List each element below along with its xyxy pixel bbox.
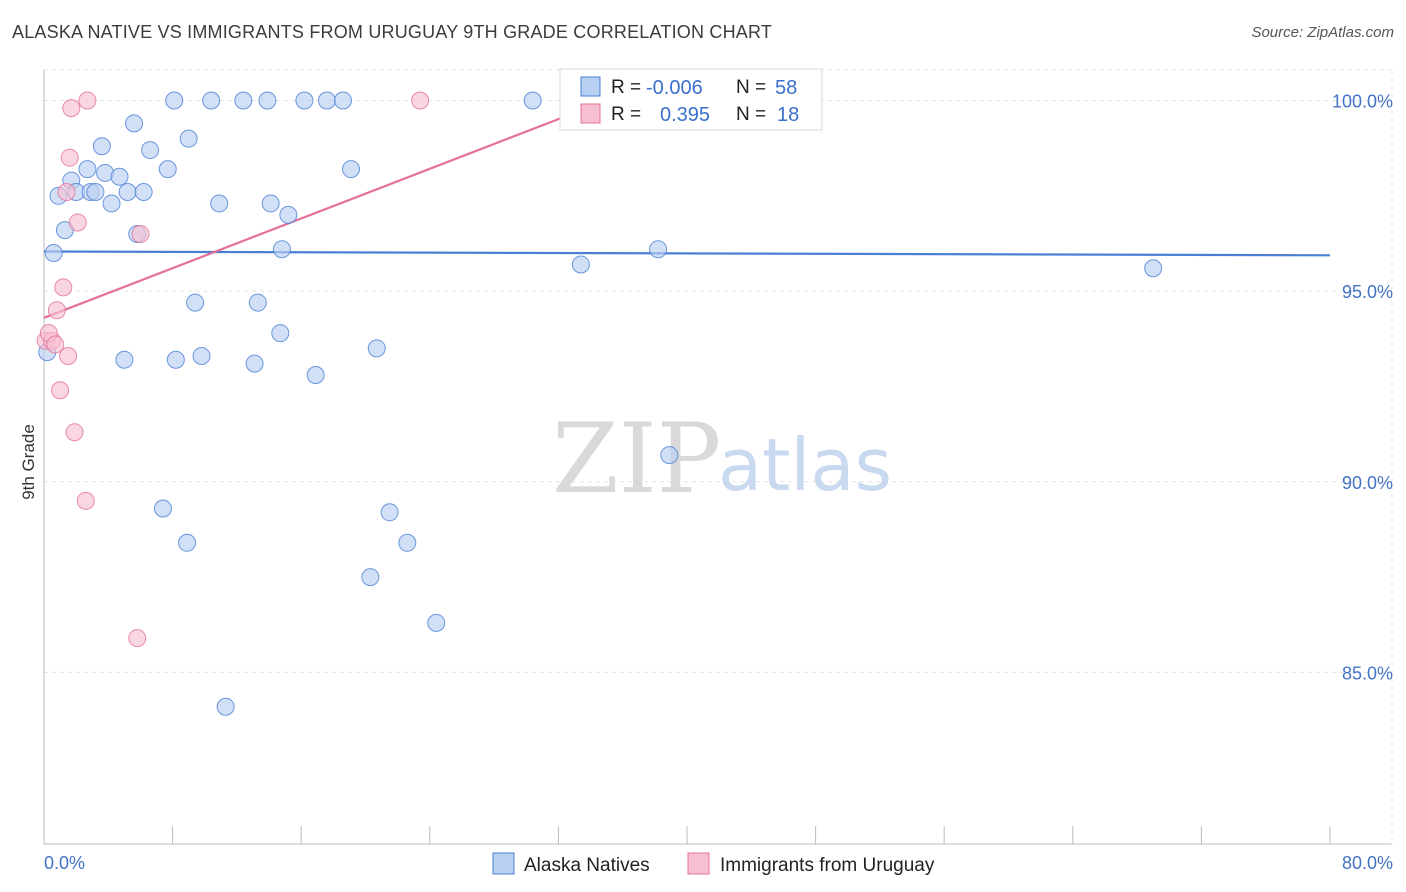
data-point-alaska-natives (158, 160, 177, 179)
data-point-uruguay (78, 91, 97, 110)
data-point-alaska-natives (571, 255, 590, 274)
data-point-alaska-natives (279, 205, 298, 224)
data-point-uruguay (47, 301, 66, 320)
y-tick-label: 95.0% (1342, 282, 1393, 302)
data-point-uruguay (57, 183, 76, 202)
legend-swatch-blue (580, 76, 601, 97)
chart-title: ALASKA NATIVE VS IMMIGRANTS FROM URUGUAY… (12, 22, 773, 42)
data-point-alaska-natives (110, 167, 129, 186)
legend-swatch-alaska-natives (492, 852, 515, 875)
data-point-alaska-natives (166, 350, 185, 369)
data-point-alaska-natives (380, 503, 399, 522)
data-point-alaska-natives (523, 91, 542, 110)
data-point-alaska-natives (153, 499, 172, 518)
data-point-alaska-natives (248, 293, 267, 312)
data-point-alaska-natives (210, 194, 229, 213)
data-point-alaska-natives (317, 91, 336, 110)
stats-legend-box (559, 68, 823, 131)
data-point-alaska-natives (141, 141, 160, 160)
data-point-alaska-natives (234, 91, 253, 110)
data-point-alaska-natives (272, 240, 291, 259)
data-point-alaska-natives (1144, 259, 1163, 278)
y-tick-label: 100.0% (1332, 92, 1393, 112)
data-point-alaska-natives (165, 91, 184, 110)
data-point-alaska-natives (78, 160, 97, 179)
data-point-alaska-natives (44, 244, 63, 263)
data-point-alaska-natives (398, 533, 417, 552)
legend-swatch-pink (580, 103, 601, 124)
data-point-alaska-natives (258, 91, 277, 110)
y-tick-labels: 100.0% 95.0% 90.0% 85.0% (1332, 92, 1393, 684)
data-point-alaska-natives (367, 339, 386, 358)
data-point-uruguay (68, 213, 87, 232)
trend-line-uruguay (43, 99, 608, 319)
legend-label-uruguay: Immigrants from Uruguay (720, 855, 935, 876)
data-point-alaska-natives (271, 324, 290, 343)
data-point-alaska-natives (186, 293, 205, 312)
data-point-alaska-natives (115, 350, 134, 369)
data-point-alaska-natives (178, 533, 197, 552)
data-point-alaska-natives (92, 137, 111, 156)
watermark-zip: ZIP (552, 403, 721, 515)
data-point-uruguay (59, 346, 78, 365)
data-point-alaska-natives (295, 91, 314, 110)
data-point-alaska-natives (179, 129, 198, 148)
y-axis-label: 9th Grade (19, 424, 38, 500)
data-point-uruguay (128, 629, 147, 648)
data-point-uruguay (60, 148, 79, 167)
data-point-alaska-natives (660, 446, 679, 465)
data-point-alaska-natives (102, 194, 121, 213)
x-tick-label-min: 0.0% (44, 853, 85, 873)
data-point-alaska-natives (118, 183, 137, 202)
legend-r-label-2: R = (611, 104, 641, 125)
axes (43, 70, 1392, 845)
legend-r-label-1: R = (611, 77, 641, 98)
legend-n-label-2: N = (736, 104, 766, 125)
data-point-alaska-natives (216, 697, 235, 716)
data-point-uruguay (76, 491, 95, 510)
data-point-alaska-natives (202, 91, 221, 110)
data-point-alaska-natives (134, 183, 153, 202)
data-point-alaska-natives (361, 568, 380, 587)
data-point-uruguay (46, 335, 65, 354)
legend-n-label-1: N = (736, 77, 766, 98)
legend-n-value-2: 18 (777, 104, 799, 126)
data-point-uruguay (131, 224, 150, 243)
data-point-uruguay (62, 99, 81, 118)
data-point-uruguay (411, 91, 430, 110)
data-point-uruguay (65, 423, 84, 442)
legend-r-value-2: 0.395 (660, 104, 710, 126)
series-legend: Alaska Natives Immigrants from Uruguay (492, 852, 935, 876)
data-point-alaska-natives (125, 114, 144, 133)
data-point-alaska-natives (86, 183, 105, 202)
legend-n-value-1: 58 (775, 77, 797, 99)
y-tick-label: 85.0% (1342, 663, 1393, 683)
legend-r-value-1: -0.006 (646, 77, 703, 99)
data-point-uruguay (51, 381, 70, 400)
data-point-alaska-natives (306, 366, 325, 385)
data-point-alaska-natives (427, 613, 446, 632)
data-point-alaska-natives (342, 160, 361, 179)
data-point-uruguay (54, 278, 73, 297)
data-point-alaska-natives (649, 240, 668, 259)
trend-lines (43, 99, 1331, 319)
data-point-alaska-natives (333, 91, 352, 110)
source-label: Source: ZipAtlas.com (1251, 24, 1394, 41)
data-point-alaska-natives (261, 194, 280, 213)
watermark-atlas: atlas (718, 423, 892, 507)
stats-legend: R = -0.006 N = 58 R = 0.395 N = 18 (559, 68, 823, 131)
data-point-alaska-natives (245, 354, 264, 373)
x-tick-label-max: 80.0% (1342, 853, 1393, 873)
legend-swatch-uruguay (687, 852, 710, 875)
y-tick-label: 90.0% (1342, 473, 1393, 493)
series-immigrants-from-uruguay (36, 91, 430, 648)
legend-label-alaska-natives: Alaska Natives (524, 855, 650, 876)
trend-line-alaska-natives (43, 250, 1331, 257)
data-point-alaska-natives (192, 346, 211, 365)
